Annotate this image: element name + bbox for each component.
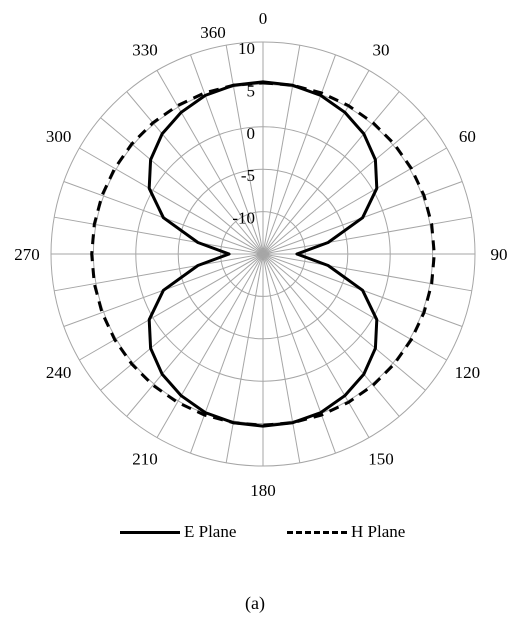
grid-spoke — [262, 253, 426, 391]
polar-grid — [50, 41, 476, 467]
series-line-h-plane — [90, 81, 436, 427]
radial-tick-label: -5 — [241, 166, 255, 185]
grid-spoke — [54, 216, 264, 255]
grid-spoke — [262, 253, 336, 454]
angle-tick-label: 60 — [459, 127, 476, 146]
series-line-e-plane — [147, 80, 379, 428]
angle-tick-label: 330 — [132, 41, 158, 60]
legend-solid-line-swatch — [120, 530, 180, 534]
radial-tick-label: 5 — [247, 81, 256, 100]
figure-caption: (a) — [245, 593, 265, 613]
angle-tick-label: 30 — [373, 41, 390, 60]
angle-tick-labels: 0 30 60 90 120 150 180 210 240 270 300 330 360 — [14, 9, 507, 500]
grid-spoke — [225, 45, 264, 255]
grid-spoke — [262, 216, 472, 255]
grid-spoke — [262, 45, 301, 255]
polar-chart: 0 30 60 90 120 150 180 210 240 270 300 330 360 10 5 0 -… — [14, 9, 507, 500]
grid-spoke — [100, 117, 264, 255]
grid-spoke — [262, 54, 336, 255]
angle-tick-label: 360 — [200, 23, 226, 42]
legend-item-h-plane: H Plane — [287, 522, 405, 542]
angle-tick-label: 120 — [455, 363, 481, 382]
angle-tick-label: 210 — [132, 449, 158, 468]
grid-spoke — [262, 117, 426, 255]
legend: E Plane H Plane — [0, 522, 510, 548]
grid-spoke — [262, 147, 447, 255]
grid-spoke — [262, 253, 447, 361]
grid-spoke — [156, 70, 264, 255]
grid-spoke — [262, 253, 400, 417]
grid-spoke — [190, 253, 264, 454]
grid-spoke — [100, 253, 264, 391]
grid-spoke — [262, 91, 400, 255]
grid-spoke — [262, 253, 301, 463]
grid-spoke — [225, 253, 264, 463]
series-layer — [90, 80, 436, 428]
grid-spoke — [190, 54, 264, 255]
legend-label-h-plane: H Plane — [351, 522, 406, 541]
grid-spoke — [54, 253, 264, 292]
legend-dashed-line-swatch — [287, 530, 347, 534]
angle-tick-label: 270 — [14, 245, 40, 264]
legend-item-e-plane: E Plane — [120, 522, 236, 542]
radial-tick-label: 10 — [238, 39, 255, 58]
radial-tick-label: 0 — [247, 124, 256, 143]
grid-spoke — [126, 91, 264, 255]
legend-label-e-plane: E Plane — [184, 522, 237, 541]
angle-tick-label: 90 — [491, 245, 508, 264]
grid-spoke — [262, 253, 370, 438]
radial-tick-label: -10 — [232, 209, 255, 228]
grid-spoke — [262, 70, 370, 255]
angle-tick-label: 240 — [46, 363, 72, 382]
angle-tick-label: 150 — [368, 449, 394, 468]
radial-tick-labels: 10 5 0 -5 -10 — [232, 39, 255, 228]
grid-spoke — [79, 147, 264, 255]
angle-tick-label: 180 — [250, 481, 276, 500]
angle-tick-label: 0 — [259, 9, 268, 28]
grid-spoke — [156, 253, 264, 438]
grid-spoke — [126, 253, 264, 417]
grid-spoke — [79, 253, 264, 361]
grid-spoke — [262, 253, 472, 292]
angle-tick-label: 300 — [46, 127, 72, 146]
